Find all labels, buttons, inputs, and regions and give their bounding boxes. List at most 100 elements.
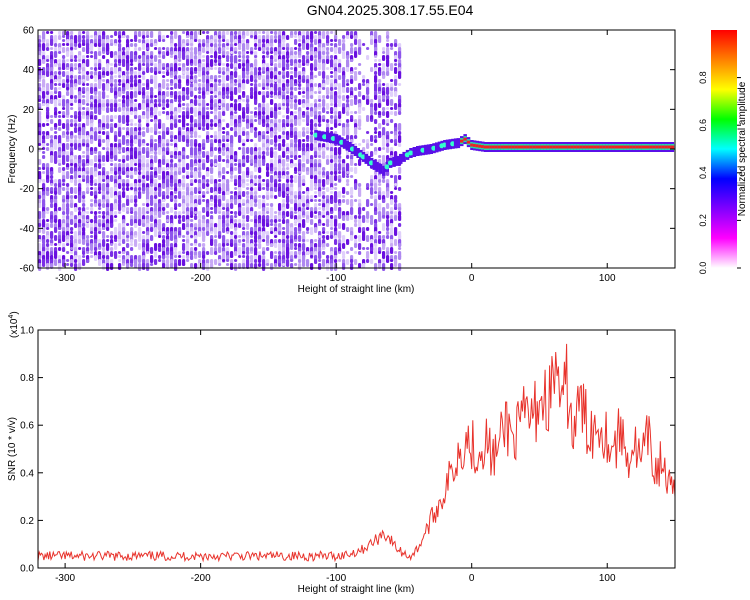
spectrogram-cell xyxy=(318,163,322,168)
spectrogram-cell xyxy=(110,103,114,108)
spectrogram-cell xyxy=(222,243,226,247)
spectrogram-cell xyxy=(138,187,142,191)
spectrogram-cell xyxy=(262,195,266,199)
spectrogram-cell xyxy=(70,123,74,127)
spectrogram-trace-cell xyxy=(384,164,390,170)
spectrogram-cell xyxy=(274,235,278,238)
spectrogram-cell xyxy=(218,79,222,83)
spectrogram-trace-cell xyxy=(635,145,639,149)
spectrogram-cell xyxy=(366,247,370,250)
spectrogram-cell xyxy=(314,155,318,158)
spectrogram-cell xyxy=(290,59,294,64)
spectrogram-cell xyxy=(202,31,206,34)
spectrogram-cell xyxy=(262,179,266,182)
spectrogram-cell xyxy=(198,83,202,87)
spectrogram-cell xyxy=(166,131,170,135)
spectrogram-cell xyxy=(90,255,94,258)
spectrogram-cell xyxy=(386,87,390,95)
spectrogram-cell xyxy=(262,87,266,90)
spectrogram-cell xyxy=(42,75,46,79)
spectrogram-cell xyxy=(342,235,346,243)
spectrogram-cell xyxy=(38,83,42,87)
spectrogram-cell xyxy=(382,191,386,195)
spectrogram-cell xyxy=(74,55,78,59)
spectrogram-cell xyxy=(110,107,114,112)
spectrogram-cell xyxy=(302,155,306,162)
spectrogram-cell xyxy=(202,75,206,83)
spectrogram-cell xyxy=(390,175,394,178)
spectrogram-cell xyxy=(286,107,290,114)
spectrogram-cell xyxy=(166,187,170,192)
spectrogram-cell xyxy=(62,31,66,36)
spectrogram-cell xyxy=(286,91,290,94)
spectrogram-cell xyxy=(86,83,90,86)
spectrogram-cell xyxy=(218,87,222,91)
spectrogram-cell xyxy=(62,183,66,186)
spectrogram-cell xyxy=(202,207,206,213)
spectrogram-cell xyxy=(198,143,202,148)
spectrogram-cell xyxy=(270,251,274,259)
spectrogram-cell xyxy=(206,207,210,212)
spectrogram-cell xyxy=(146,111,150,119)
spectrogram-cell xyxy=(130,131,134,136)
spectrogram-cell xyxy=(394,63,398,66)
spectrogram-cell xyxy=(178,215,182,219)
spectrogram-cell xyxy=(66,195,70,200)
spectrogram-cell xyxy=(86,183,90,187)
spectrogram-cell xyxy=(234,79,238,83)
spectrogram-cell xyxy=(278,207,282,211)
colorbar-tick-label: 0.6 xyxy=(698,119,708,132)
spectrogram-cell xyxy=(342,243,346,249)
spectrogram-cell xyxy=(238,131,242,135)
spectrogram-cell xyxy=(362,107,366,111)
spectrogram-cell xyxy=(350,175,354,178)
spectrogram-cell xyxy=(234,99,238,103)
spectrogram-cell xyxy=(306,47,310,50)
spectrogram-cell xyxy=(354,111,358,114)
spectrogram-cell xyxy=(170,83,174,86)
spectrogram-cell xyxy=(66,167,70,170)
spectrogram-cell xyxy=(82,223,86,227)
spectrogram-cell xyxy=(282,87,286,90)
spectrogram-cell xyxy=(98,83,102,89)
spectrogram-cell xyxy=(86,55,90,58)
spectrogram-cell xyxy=(158,87,162,92)
spectrogram-cell xyxy=(58,143,62,148)
spectrogram-cell xyxy=(38,143,42,146)
spectrogram-cell xyxy=(230,171,234,175)
spectrogram-cell xyxy=(366,227,370,231)
spectrogram-cell xyxy=(78,235,82,240)
spectrogram-cell xyxy=(326,263,330,271)
spectrogram-cell xyxy=(58,95,62,98)
spectrogram-cell xyxy=(290,179,294,183)
spectrogram-cell xyxy=(90,151,94,155)
spectrogram-cell xyxy=(386,67,390,72)
spectrogram-cell xyxy=(274,147,278,150)
spectrogram-cell xyxy=(54,259,58,266)
spectrogram-cell xyxy=(254,107,258,110)
spectrogram-cell xyxy=(62,107,66,110)
spectrogram-cell xyxy=(222,131,226,134)
spectrogram-cell xyxy=(330,115,334,119)
spectrogram-cell xyxy=(362,147,366,152)
spectrogram-cell xyxy=(378,175,382,180)
spectrogram-cell xyxy=(146,31,150,36)
spectrogram-cell xyxy=(110,191,114,198)
spectrogram-cell xyxy=(194,39,198,42)
spectrogram-cell xyxy=(178,191,182,199)
spectrogram-cell xyxy=(254,211,258,216)
spectrogram-cell xyxy=(178,91,182,95)
spectrogram-cell xyxy=(370,135,374,142)
spectrogram-trace-cell xyxy=(570,145,574,149)
spectrogram-cell xyxy=(398,143,402,147)
spectrogram-cell xyxy=(194,95,198,99)
spectrogram-cell xyxy=(198,243,202,247)
spectrogram-cell xyxy=(58,243,62,246)
spectrogram-cell xyxy=(130,167,134,171)
spectrogram-cell xyxy=(202,243,206,247)
spectrogram-cell xyxy=(242,111,246,119)
spectrogram-trace-cell xyxy=(326,132,330,143)
spectrogram-cell xyxy=(190,235,194,238)
spectrogram-cell xyxy=(110,231,114,235)
